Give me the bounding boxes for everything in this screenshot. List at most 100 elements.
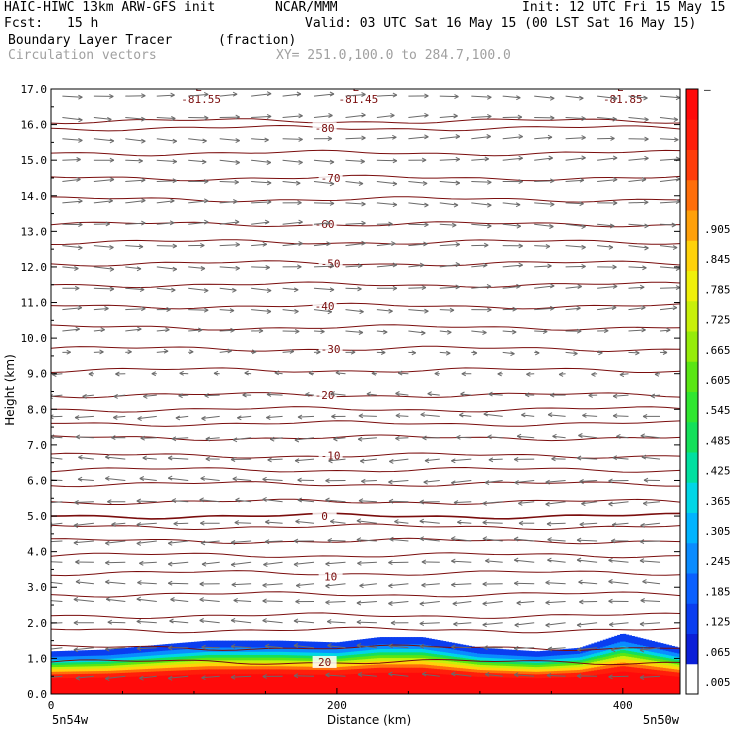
wind-vector-head — [675, 176, 680, 182]
tracer-fill-band — [399, 643, 404, 649]
wind-vector — [439, 95, 459, 98]
wind-vector-head — [298, 159, 303, 165]
wind-vector — [597, 117, 617, 120]
tracer-fill-band — [119, 657, 124, 661]
wind-vector-head — [111, 435, 116, 441]
tracer-fill-band — [394, 672, 398, 694]
tracer-fill-band — [542, 671, 547, 675]
tracer-fill-band — [111, 676, 115, 694]
tracer-fill-band — [76, 666, 81, 669]
y-tick-label: 9.0 — [27, 368, 47, 381]
tracer-fill-band — [479, 657, 484, 661]
tracer-fill-band — [362, 658, 367, 663]
wind-vector-head — [234, 219, 240, 225]
wind-vector — [471, 285, 492, 289]
temperature-contour — [51, 149, 680, 157]
wind-vector — [313, 243, 331, 247]
tracer-fill-band — [371, 672, 375, 694]
tracer-fill-band — [382, 648, 387, 653]
tracer-fill-band — [588, 670, 592, 676]
wind-vector-head — [644, 155, 649, 161]
tracer-fill-band — [471, 658, 475, 662]
wind-vector-head — [388, 221, 393, 227]
tracer-fill-band — [202, 673, 206, 694]
tracer-fill-band — [128, 664, 132, 668]
tracer-fill-band — [145, 660, 149, 664]
wind-vector-head — [169, 618, 174, 624]
tracer-fill-band — [348, 640, 352, 648]
wind-vector — [293, 675, 315, 677]
wind-vector-head — [389, 536, 394, 542]
tracer-fill-band — [256, 665, 261, 670]
tracer-fill-band — [362, 639, 367, 647]
wind-vector-head — [202, 138, 207, 144]
tracer-fill-band — [499, 658, 504, 662]
tracer-fill-band — [571, 660, 575, 663]
colorbar-label: .425 — [704, 465, 731, 478]
wind-vector-head — [388, 479, 393, 485]
wind-vector-head — [582, 412, 587, 418]
wind-vector-head — [78, 198, 83, 204]
tracer-fill-band — [168, 653, 172, 658]
wind-vector-head — [643, 95, 648, 101]
tracer-fill-band — [517, 663, 521, 667]
wind-vector-head — [143, 393, 148, 399]
wind-vector-head — [105, 596, 111, 602]
tracer-fill-band — [179, 669, 184, 676]
wind-vector-head — [325, 561, 330, 567]
tracer-fill-band — [165, 654, 169, 658]
tracer-fill-band — [588, 667, 592, 672]
tracer-fill-band — [651, 662, 655, 667]
tracer-fill-band — [605, 664, 610, 669]
tracer-fill-band — [528, 677, 532, 694]
wind-vector-head — [419, 621, 425, 627]
tracer-fill-band — [562, 667, 567, 671]
wind-vector — [659, 158, 680, 161]
tracer-fill-band — [65, 650, 69, 657]
wind-vector-head — [643, 477, 649, 483]
wind-vector-head — [298, 113, 303, 119]
tracer-fill-band — [308, 669, 312, 675]
tracer-fill-band — [557, 673, 561, 678]
wind-vector-head — [325, 220, 331, 226]
wind-vector — [659, 329, 671, 332]
wind-vector — [139, 675, 157, 679]
tracer-fill-band — [528, 656, 532, 660]
wind-vector — [156, 138, 177, 142]
wind-vector — [613, 415, 629, 417]
wind-vector-head — [424, 308, 429, 314]
tracer-fill-band — [528, 650, 532, 657]
wind-vector-head — [274, 370, 280, 376]
tracer-fill-band — [448, 642, 452, 649]
wind-vector — [642, 581, 661, 585]
wind-vector-head — [486, 283, 492, 289]
tracer-fill-band — [494, 654, 498, 659]
tracer-fill-band — [419, 637, 424, 645]
tracer-fill-band — [173, 653, 178, 658]
wind-vector-head — [545, 243, 551, 249]
tracer-fill-band — [193, 641, 198, 649]
tracer-fill-band — [285, 647, 289, 652]
tracer-fill-band — [171, 656, 175, 660]
tracer-fill-band — [208, 668, 212, 675]
tracer-fill-band — [651, 654, 655, 658]
wind-vector — [459, 414, 472, 417]
wind-vector — [74, 501, 94, 503]
tracer-fill-band — [425, 655, 429, 659]
tracer-fill-band — [642, 638, 647, 646]
colorbar-swatch — [686, 89, 698, 120]
wind-vector-head — [330, 391, 335, 397]
wind-vector — [361, 480, 377, 482]
wind-vector-head — [524, 392, 530, 398]
tracer-fill-band — [122, 666, 126, 671]
wind-vector-head — [107, 619, 113, 625]
tracer-fill-band — [651, 657, 655, 661]
wind-vector — [168, 582, 189, 585]
wind-vector — [125, 179, 146, 182]
tracer-fill-band — [411, 672, 415, 694]
overlay-name: Circulation vectors — [8, 48, 157, 63]
tracer-fill-band — [494, 667, 498, 671]
wind-vector — [294, 437, 315, 441]
tracer-fill-band — [505, 663, 510, 666]
tracer-fill-band — [151, 675, 155, 694]
